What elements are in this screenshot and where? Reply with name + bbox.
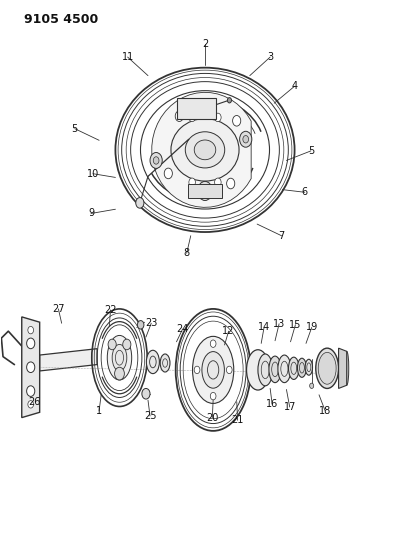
Text: 21: 21 — [231, 415, 243, 425]
Text: 22: 22 — [104, 305, 117, 315]
Text: 13: 13 — [272, 319, 285, 329]
Circle shape — [27, 338, 35, 349]
Polygon shape — [22, 317, 40, 418]
Ellipse shape — [171, 119, 238, 181]
Text: 17: 17 — [283, 402, 295, 412]
Ellipse shape — [257, 354, 272, 386]
Ellipse shape — [277, 355, 290, 383]
Text: 9105 4500: 9105 4500 — [24, 13, 98, 26]
Text: 9: 9 — [88, 208, 94, 219]
Circle shape — [150, 152, 162, 168]
Polygon shape — [151, 92, 251, 207]
Circle shape — [239, 131, 251, 147]
Circle shape — [28, 401, 34, 408]
Text: 1: 1 — [96, 406, 102, 416]
Circle shape — [232, 116, 240, 126]
Text: 19: 19 — [305, 322, 317, 333]
Text: 23: 23 — [145, 318, 157, 328]
Circle shape — [210, 340, 216, 348]
Ellipse shape — [160, 354, 170, 372]
Circle shape — [202, 102, 211, 115]
Circle shape — [137, 320, 144, 329]
Text: 14: 14 — [257, 322, 270, 333]
Ellipse shape — [268, 356, 281, 383]
Text: 20: 20 — [206, 413, 218, 423]
Circle shape — [227, 98, 231, 103]
Circle shape — [214, 113, 220, 122]
Circle shape — [197, 181, 212, 200]
Circle shape — [108, 339, 116, 350]
Ellipse shape — [112, 344, 126, 371]
Text: 2: 2 — [201, 39, 208, 49]
Circle shape — [27, 362, 35, 373]
Text: 27: 27 — [52, 304, 65, 314]
Polygon shape — [338, 348, 346, 389]
Circle shape — [226, 366, 231, 374]
Ellipse shape — [297, 358, 306, 377]
Ellipse shape — [288, 357, 298, 379]
FancyBboxPatch shape — [187, 184, 222, 198]
Text: 26: 26 — [29, 397, 41, 407]
Circle shape — [210, 392, 216, 400]
Text: 16: 16 — [265, 399, 278, 409]
Text: 11: 11 — [121, 52, 133, 62]
Circle shape — [164, 168, 172, 179]
Text: 6: 6 — [301, 187, 307, 197]
Text: 8: 8 — [183, 248, 189, 259]
Circle shape — [122, 339, 130, 350]
Circle shape — [115, 367, 124, 380]
Ellipse shape — [246, 350, 269, 390]
Circle shape — [135, 198, 144, 208]
FancyBboxPatch shape — [177, 98, 216, 119]
Text: 7: 7 — [278, 231, 284, 241]
Text: 5: 5 — [307, 146, 313, 156]
Ellipse shape — [201, 352, 224, 388]
Text: 24: 24 — [176, 324, 188, 334]
Ellipse shape — [194, 140, 215, 160]
Ellipse shape — [146, 350, 159, 374]
Text: 4: 4 — [291, 81, 297, 91]
Circle shape — [142, 389, 150, 399]
Text: 12: 12 — [222, 326, 234, 336]
Circle shape — [189, 178, 195, 187]
Text: 25: 25 — [144, 411, 156, 421]
Ellipse shape — [304, 359, 312, 375]
Ellipse shape — [107, 335, 131, 380]
Ellipse shape — [315, 348, 338, 389]
Circle shape — [175, 111, 183, 122]
Circle shape — [181, 102, 191, 115]
Circle shape — [28, 326, 34, 334]
Circle shape — [242, 135, 248, 143]
Circle shape — [27, 386, 35, 397]
Circle shape — [226, 178, 234, 189]
Ellipse shape — [344, 351, 348, 385]
Ellipse shape — [192, 336, 233, 403]
Text: 5: 5 — [72, 124, 78, 134]
Text: 18: 18 — [318, 406, 330, 416]
Polygon shape — [40, 349, 97, 371]
Circle shape — [309, 383, 313, 389]
Ellipse shape — [317, 352, 335, 384]
Ellipse shape — [185, 132, 224, 168]
Circle shape — [189, 113, 195, 122]
Text: 10: 10 — [87, 169, 99, 179]
Circle shape — [153, 157, 159, 164]
Text: 3: 3 — [266, 52, 272, 62]
Circle shape — [194, 366, 200, 374]
Text: 15: 15 — [288, 320, 301, 330]
Circle shape — [214, 178, 220, 187]
